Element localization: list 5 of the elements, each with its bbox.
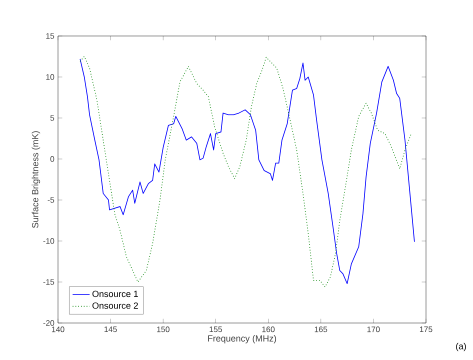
y-axis-title: Surface Brightness (mK) bbox=[32, 131, 40, 228]
legend-label: Onsource 2 bbox=[92, 302, 138, 309]
legend-label: Onsource 1 bbox=[92, 290, 138, 298]
x-axis-title: Frequency (MHz) bbox=[208, 335, 276, 344]
text: (a) bbox=[456, 342, 466, 352]
